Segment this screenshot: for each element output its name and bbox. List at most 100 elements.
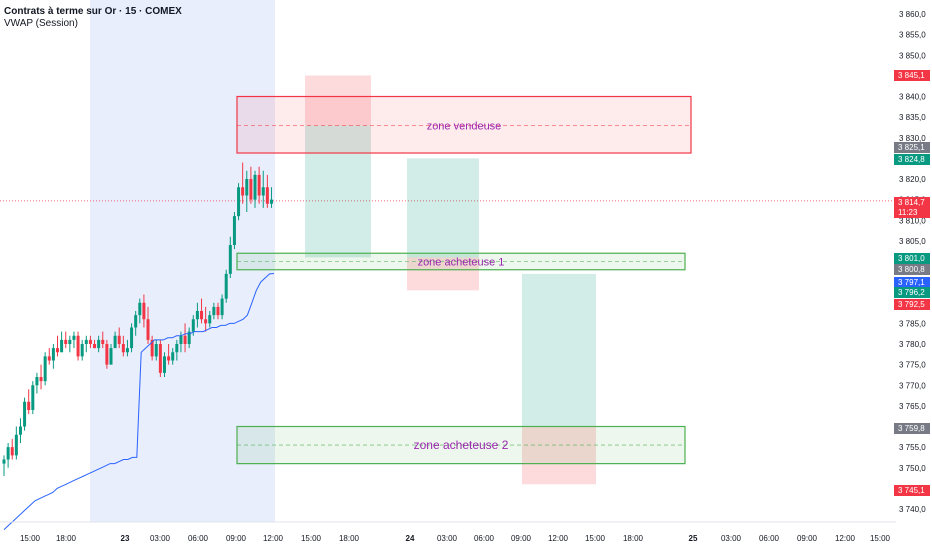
- candle-body: [101, 339, 105, 344]
- candle-body: [64, 339, 68, 344]
- y-tick-label: 3 785,0: [899, 319, 926, 328]
- candle-body: [216, 306, 220, 316]
- candle-body: [158, 344, 162, 373]
- y-tick-label: 3 855,0: [899, 31, 926, 40]
- long-stop-zone[interactable]: [522, 426, 596, 485]
- candle-body: [220, 298, 224, 316]
- price-label-text: 11:23: [898, 208, 918, 217]
- y-tick-label: 3 765,0: [899, 402, 926, 411]
- short-1-stop-zone[interactable]: [305, 75, 371, 126]
- candle-body: [84, 339, 88, 344]
- candle-body: [154, 344, 158, 357]
- x-tick-label: 12:00: [548, 534, 569, 543]
- candle-body: [245, 179, 249, 196]
- y-tick-label: 3 775,0: [899, 361, 926, 370]
- candle-body: [204, 319, 208, 324]
- vwap-line: [3, 273, 275, 530]
- x-tick-label: 18:00: [339, 534, 360, 543]
- x-tick-label: 24: [406, 534, 415, 543]
- candle-body: [109, 348, 113, 365]
- candle-body: [31, 385, 35, 410]
- y-tick-label: 3 770,0: [899, 381, 926, 390]
- x-tick-label: 09:00: [797, 534, 818, 543]
- candle-body: [47, 356, 51, 361]
- price-label-text: 3 745,1: [898, 486, 925, 495]
- candle-body: [68, 339, 72, 344]
- candle-body: [113, 335, 117, 349]
- candle-body: [14, 434, 18, 456]
- candle-body: [195, 311, 199, 320]
- x-tick-label: 06:00: [759, 534, 780, 543]
- candle-body: [117, 335, 121, 344]
- x-tick-label: 18:00: [623, 534, 644, 543]
- price-label-box: [894, 423, 930, 434]
- y-tick-label: 3 740,0: [899, 505, 926, 514]
- x-tick-label: 12:00: [835, 534, 856, 543]
- candle-body: [232, 216, 236, 245]
- zone-label-2: zone acheteuse 1: [418, 257, 505, 269]
- zone-label-1: zone vendeuse: [427, 120, 502, 132]
- x-tick-label: 18:00: [56, 534, 77, 543]
- candle-body: [191, 319, 195, 332]
- candle-body: [183, 335, 187, 344]
- x-tick-label: 15:00: [301, 534, 322, 543]
- x-tick-label: 06:00: [188, 534, 209, 543]
- short-2-stop-zone[interactable]: [407, 257, 479, 291]
- y-tick-label: 3 820,0: [899, 175, 926, 184]
- candle-body: [76, 335, 80, 357]
- price-label-box: [894, 142, 930, 153]
- x-tick-label: 06:00: [474, 534, 495, 543]
- candle-body: [179, 335, 183, 344]
- price-label-text: 3 814,7: [898, 198, 925, 207]
- x-tick-label: 03:00: [721, 534, 742, 543]
- price-label-text: 3 801,0: [898, 254, 925, 263]
- indicator-label: VWAP (Session): [4, 18, 78, 29]
- candle-body: [241, 187, 245, 196]
- price-label-box: [894, 277, 930, 288]
- y-tick-label: 3 830,0: [899, 134, 926, 143]
- long-target-zone[interactable]: [522, 273, 596, 427]
- candle-body: [187, 331, 191, 344]
- candle-body: [265, 187, 269, 204]
- price-label-box: [894, 207, 930, 218]
- x-tick-label: 12:00: [263, 534, 284, 543]
- candle-body: [39, 377, 43, 382]
- candle-body: [212, 306, 216, 316]
- short-1-target-zone[interactable]: [305, 125, 371, 258]
- price-label-box: [894, 299, 930, 310]
- candle-body: [72, 335, 76, 340]
- short-2-target-zone[interactable]: [407, 158, 479, 258]
- candle-body: [237, 187, 241, 217]
- x-tick-label: 09:00: [511, 534, 532, 543]
- candle-body: [224, 273, 228, 299]
- zone-label-3: zone acheteuse 2: [414, 438, 509, 452]
- price-label-text: 3 797,1: [898, 278, 925, 287]
- candle-body: [55, 348, 59, 353]
- candle-body: [261, 187, 265, 196]
- price-label-box: [894, 485, 930, 496]
- x-tick-label: 15:00: [870, 534, 891, 543]
- candle-body: [2, 459, 6, 464]
- session-shade: [90, 0, 275, 522]
- candle-body: [97, 339, 101, 349]
- x-tick-label: 15:00: [20, 534, 41, 543]
- x-tick-label: 03:00: [150, 534, 171, 543]
- zone-box-1[interactable]: [236, 95, 692, 154]
- y-tick-label: 3 810,0: [899, 216, 926, 225]
- candle-body: [88, 339, 92, 344]
- candle-body: [51, 348, 55, 361]
- price-label-text: 3 824,8: [898, 155, 925, 164]
- price-label-box: [894, 70, 930, 81]
- candle-body: [167, 356, 171, 361]
- candle-body: [257, 174, 261, 196]
- candle-body: [249, 179, 253, 200]
- candle-body: [125, 348, 129, 353]
- x-tick-label: 03:00: [437, 534, 458, 543]
- candle-body: [93, 344, 97, 349]
- candle-body: [200, 311, 204, 320]
- y-tick-label: 3 860,0: [899, 10, 926, 19]
- price-label-text: 3 825,1: [898, 143, 925, 152]
- candle-body: [10, 447, 14, 456]
